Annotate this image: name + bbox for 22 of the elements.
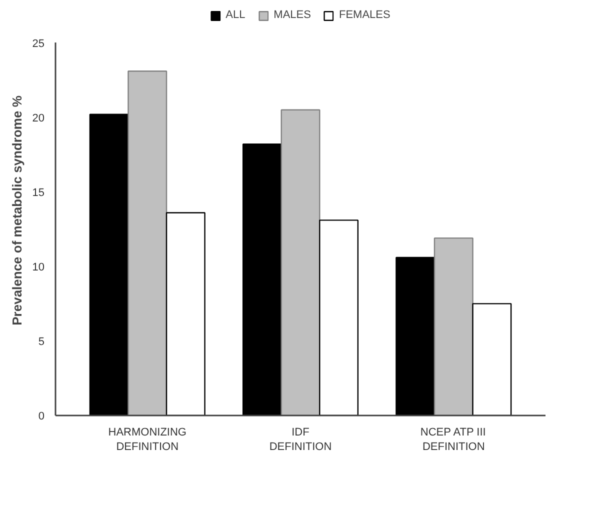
- bar: [280, 109, 320, 416]
- y-tick-label: 20: [32, 112, 45, 124]
- bar: [128, 70, 168, 416]
- y-tick-label: 5: [38, 336, 45, 348]
- y-axis-title: Prevalence of metabolic syndrome %: [9, 95, 24, 326]
- x-tick-label: IDF DEFINITION: [269, 426, 332, 453]
- legend-label: FEMALES: [338, 9, 390, 21]
- bar: [396, 256, 436, 416]
- y-tick-label: 25: [32, 38, 45, 50]
- bar: [434, 237, 474, 416]
- bar: [242, 144, 282, 416]
- legend-label: ALL: [226, 9, 246, 21]
- x-tick-label: NCEP ATP III DEFINITION: [420, 426, 486, 453]
- bar: [89, 114, 129, 416]
- bar: [166, 212, 206, 416]
- y-tick-label: 0: [38, 410, 45, 422]
- x-tick-label: HARMONIZING DEFINITION: [108, 426, 186, 453]
- y-tick-label: 15: [32, 186, 45, 199]
- bar: [319, 220, 359, 416]
- legend-label: MALES: [274, 9, 311, 21]
- y-tick-label: 10: [32, 261, 45, 274]
- bar: [472, 303, 512, 416]
